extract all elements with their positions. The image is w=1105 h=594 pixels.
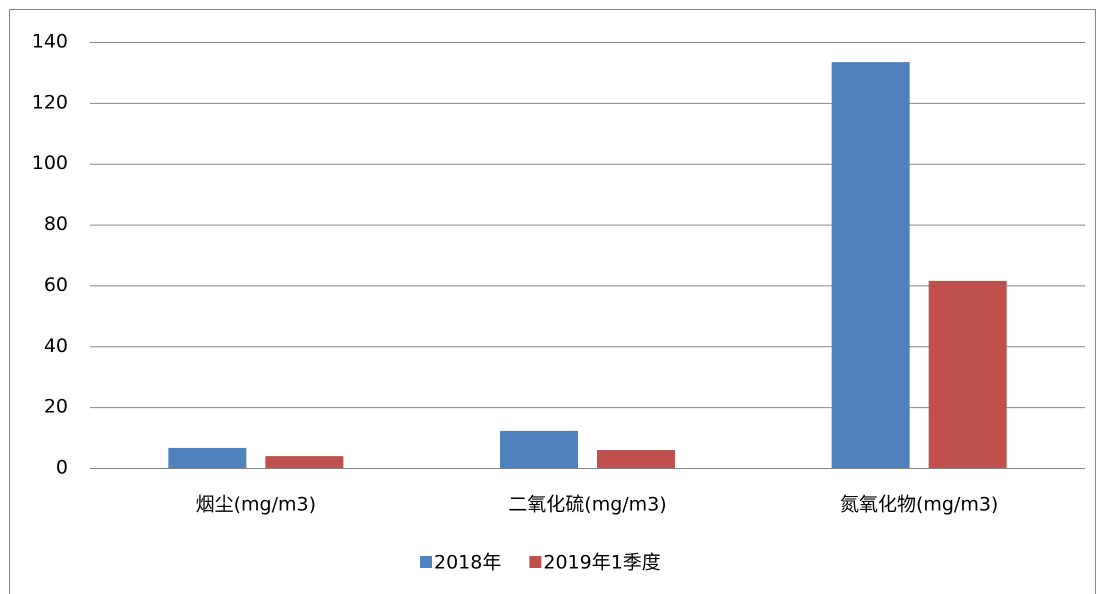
x-tick-label: 二氧化硫(mg/m3) (508, 494, 666, 516)
y-tick-label: 120 (32, 91, 68, 113)
y-tick-label: 20 (44, 396, 68, 418)
legend-label: 2019年1季度 (543, 552, 660, 574)
bar (265, 456, 344, 468)
y-tick-label: 0 (56, 457, 68, 479)
y-tick-label: 40 (44, 335, 68, 357)
chart-frame (9, 9, 1096, 594)
y-tick-label: 140 (32, 31, 68, 53)
bar (831, 62, 910, 468)
bar (168, 447, 247, 468)
legend-swatch (420, 556, 432, 568)
legend-swatch (529, 556, 542, 568)
bar (500, 430, 578, 468)
x-tick-label: 氮氧化物(mg/m3) (840, 494, 998, 516)
bar (597, 450, 675, 468)
y-tick-label: 60 (44, 274, 68, 296)
y-tick-label: 100 (32, 152, 68, 174)
y-tick-label: 80 (44, 213, 68, 235)
x-tick-label: 烟尘(mg/m3) (196, 494, 316, 516)
legend-label: 2018年 (434, 552, 501, 574)
bar (928, 280, 1007, 468)
